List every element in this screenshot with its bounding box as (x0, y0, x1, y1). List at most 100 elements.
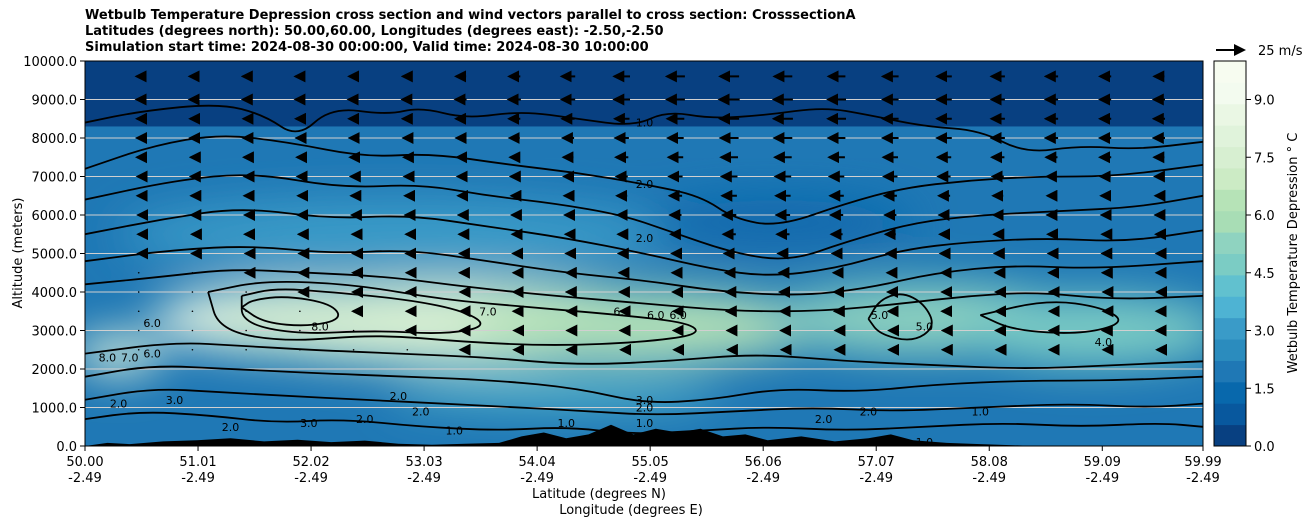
wind-vector (245, 291, 247, 293)
y-tick-label: 1000.0 (32, 402, 78, 417)
colorbar: 0.0 1.5 3.0 4.5 6.0 7.5 9.0 (1213, 60, 1275, 455)
colorbar-segment (1214, 403, 1246, 426)
contour-label: 6.0 (669, 309, 687, 322)
quiver-key: 25 m/s (1216, 44, 1303, 59)
x-tick-label-lon: -2.49 (859, 471, 893, 486)
contour-label: 2.0 (636, 178, 654, 191)
colorbar-tick-label: 3.0 (1254, 325, 1275, 340)
wind-vector (352, 348, 355, 351)
wind-vectors (134, 70, 1168, 356)
contour-label: 1.0 (446, 425, 464, 438)
colorbar-segment (1214, 317, 1246, 340)
y-tick-label: 9000.0 (32, 94, 78, 109)
x-tick-label-lat: 57.07 (858, 455, 895, 470)
contour-label: 2.0 (390, 390, 408, 403)
colorbar-segment (1214, 210, 1246, 233)
x-tick-label-lon: -2.49 (1186, 471, 1220, 486)
field-blob (465, 292, 824, 362)
contour-line-5.0 (979, 301, 1120, 334)
colorbar-segment (1214, 232, 1246, 254)
contour-label: 2.0 (636, 232, 654, 245)
x-axis: 50.00-2.4951.01-2.4952.02-2.4953.03-2.49… (66, 446, 1222, 486)
colorbar-segment (1214, 103, 1246, 126)
wind-vector (299, 348, 301, 351)
colorbar-label: Wetbulb Temperature Depression ° C (1286, 133, 1301, 374)
x-tick-label-lat: 55.05 (632, 455, 669, 470)
y-tick-label: 2000.0 (32, 363, 78, 378)
wind-vector (137, 348, 140, 351)
x-tick-label-lon: -2.49 (1085, 471, 1119, 486)
contour-label: 1.0 (972, 405, 990, 418)
y-tick-label: 7000.0 (32, 171, 78, 186)
x-axis-label-latitude: Latitude (degrees N) (532, 487, 666, 502)
y-tick-label: 6000.0 (32, 209, 78, 224)
colorbar-segment (1214, 296, 1246, 319)
contour-line-8.0 (241, 296, 340, 327)
contour-label: 2.0 (815, 413, 833, 426)
contour-line-2.0 (85, 174, 1203, 260)
x-tick-label-lon: -2.49 (520, 471, 554, 486)
y-axis-label: Altitude (meters) (11, 198, 26, 309)
colorbar-tick-label: 7.5 (1254, 151, 1275, 166)
contour-label: 2.0 (636, 402, 654, 415)
wind-vector (191, 271, 194, 274)
colorbar-segment (1214, 424, 1246, 447)
wind-vector (245, 348, 247, 351)
contour-label: 1.0 (557, 417, 575, 430)
colorbar-segment (1214, 274, 1246, 297)
wind-vector (352, 329, 355, 332)
contour-line-2.0 (85, 388, 1203, 416)
contour-label: 7.0 (479, 305, 497, 318)
terrain-profile (85, 424, 1203, 446)
y-tick-label: 4000.0 (32, 286, 78, 301)
wind-vector (191, 310, 194, 313)
x-tick-label-lat: 52.02 (292, 455, 329, 470)
x-tick-label-lat: 56.06 (745, 455, 782, 470)
quiver-key-label: 25 m/s (1258, 44, 1303, 59)
x-tick-label-lon: -2.49 (181, 471, 215, 486)
field-blob (118, 199, 679, 269)
x-tick-label-lon: -2.49 (68, 471, 102, 486)
field-blob (85, 334, 164, 373)
wind-vector (299, 310, 301, 313)
x-tick-label-lat: 50.00 (66, 455, 103, 470)
x-tick-label-lat: 59.99 (1184, 455, 1221, 470)
wind-vector (406, 348, 409, 351)
contour-label: 1.0 (636, 117, 654, 130)
contour-line-4.0 (85, 246, 1203, 296)
x-tick-label-lat: 59.09 (1084, 455, 1121, 470)
x-tick-label-lon: -2.49 (972, 471, 1006, 486)
y-axis: 0.0 1000.0 2000.0 3000.0 4000.0 5000.0 6000.0 7… (23, 55, 85, 455)
colorbar-tick-label: 6.0 (1254, 209, 1275, 224)
colorbar-segment (1214, 82, 1246, 105)
y-tick-label: 10000.0 (23, 55, 77, 70)
wind-vector (137, 271, 140, 274)
colorbar-segment (1214, 125, 1246, 148)
y-tick-label: 5000.0 (32, 248, 78, 263)
colorbar-tick-label: 0.0 (1254, 440, 1275, 455)
contour-label: 7.0 (121, 351, 139, 364)
contour-line-1.0 (85, 104, 1203, 152)
x-tick-label-lat: 51.01 (179, 455, 216, 470)
colorbar-segment (1214, 339, 1246, 361)
contour-label: 3.0 (300, 417, 318, 430)
contour-label: 2.0 (412, 405, 430, 418)
wind-vector (137, 310, 140, 313)
colorbar-tick-label: 9.0 (1254, 94, 1275, 109)
x-tick-label-lon: -2.49 (407, 471, 441, 486)
colorbar-tick-label: 1.5 (1254, 382, 1275, 397)
wind-vector (191, 329, 194, 332)
colorbar-segment (1214, 360, 1246, 383)
terrain (85, 424, 1203, 446)
contour-label: 4.0 (1095, 336, 1113, 349)
colorbar-tick-label: 4.5 (1254, 267, 1275, 282)
contour-label: 6.0 (143, 317, 161, 330)
wind-vector (245, 310, 247, 313)
wind-vector (191, 291, 194, 293)
wind-vector (137, 329, 140, 332)
wind-vector (137, 291, 140, 293)
contour-label: 3.0 (636, 394, 654, 407)
contour-label: 2.0 (222, 421, 240, 434)
chart-title-line-3: Simulation start time: 2024-08-30 00:00:… (85, 40, 649, 55)
